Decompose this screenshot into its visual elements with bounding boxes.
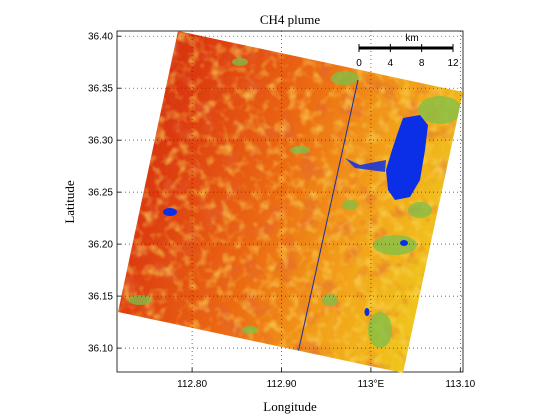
water-bodies bbox=[163, 115, 428, 316]
x-tick-label: 113.10 bbox=[445, 379, 475, 390]
x-tick-label: 112.90 bbox=[267, 379, 297, 390]
y-axis-title: Latitude bbox=[62, 180, 77, 224]
y-axis-ticks: 36.40 36.35 36.30 36.25 36.20 36.15 36.10 bbox=[88, 32, 121, 355]
scale-bar-label: 4 bbox=[388, 58, 394, 69]
y-tick-label: 36.15 bbox=[88, 292, 113, 303]
x-axis-ticks: 112.80 112.90 113°E 113.10 bbox=[177, 368, 476, 390]
y-tick-label: 36.30 bbox=[88, 136, 113, 147]
x-axis-title: Longitude bbox=[263, 399, 317, 414]
plot-title: CH4 plume bbox=[260, 12, 321, 27]
y-tick-label: 36.25 bbox=[88, 188, 113, 199]
scene-seam-line bbox=[297, 79, 359, 354]
y-tick-label: 36.40 bbox=[88, 32, 113, 43]
scale-bar: 0 4 8 12 km bbox=[356, 33, 459, 69]
y-tick-label: 36.35 bbox=[88, 84, 113, 95]
scale-bar-unit: km bbox=[405, 33, 418, 44]
y-tick-label: 36.10 bbox=[88, 344, 113, 355]
scale-bar-label: 12 bbox=[447, 58, 459, 69]
x-tick-label: 112.80 bbox=[177, 379, 207, 390]
plot-frame bbox=[116, 30, 464, 373]
scale-bar-label: 8 bbox=[419, 58, 425, 69]
vegetation-patches bbox=[128, 58, 462, 348]
y-tick-label: 36.20 bbox=[88, 240, 113, 251]
x-tick-label: 113°E bbox=[358, 379, 385, 390]
ch4-scene-image bbox=[118, 31, 463, 373]
scale-bar-label: 0 bbox=[356, 58, 362, 69]
graticule bbox=[117, 31, 463, 372]
